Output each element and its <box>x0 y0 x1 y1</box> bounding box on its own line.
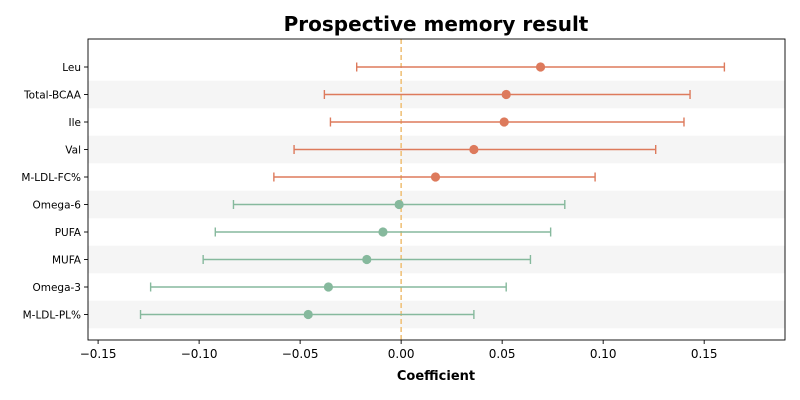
estimate-point <box>501 89 511 100</box>
chart-title: Prospective memory result <box>284 12 589 36</box>
x-tick-label: −0.15 <box>80 347 117 361</box>
x-tick-label: 0.00 <box>388 347 415 361</box>
y-tick-label: MUFA <box>52 255 82 267</box>
y-tick-label: Total-BCAA <box>23 90 82 102</box>
y-tick-label: PUFA <box>55 227 82 239</box>
x-tick-label: −0.10 <box>181 347 218 361</box>
y-axis: Leu Total-BCAA Ile Val M-LDL-FC% Omega-6 PUFA M… <box>21 62 88 322</box>
y-tick-label: M-LDL-FC% <box>21 172 81 184</box>
x-tick-label: −0.05 <box>282 347 319 361</box>
estimate-point <box>499 117 509 127</box>
x-tick-label: 0.15 <box>691 347 718 361</box>
y-tick-label: M-LDL-PL% <box>23 310 81 322</box>
plot-frame <box>87 38 786 341</box>
estimate-point <box>535 62 546 72</box>
estimate-point <box>362 254 372 265</box>
y-tick-label: Val <box>65 145 81 157</box>
y-tick-label: Omega-3 <box>32 282 81 294</box>
estimate-point <box>469 144 479 155</box>
x-axis: −0.15 −0.10 −0.05 0.00 0.05 0.10 0.15 <box>80 340 718 361</box>
x-tick-label: 0.05 <box>489 347 516 361</box>
estimate-point <box>303 309 313 320</box>
y-tick-label: Omega-6 <box>32 200 81 212</box>
estimate-point <box>394 199 404 210</box>
estimate-point <box>430 172 441 182</box>
x-axis-label: Coefficient <box>397 369 475 384</box>
estimate-point <box>323 282 334 292</box>
y-tick-label: Ile <box>69 117 81 129</box>
y-tick-label: Leu <box>62 62 81 74</box>
estimate-point <box>378 227 388 237</box>
x-tick-label: 0.10 <box>590 347 617 361</box>
estimates-layer <box>139 62 726 320</box>
